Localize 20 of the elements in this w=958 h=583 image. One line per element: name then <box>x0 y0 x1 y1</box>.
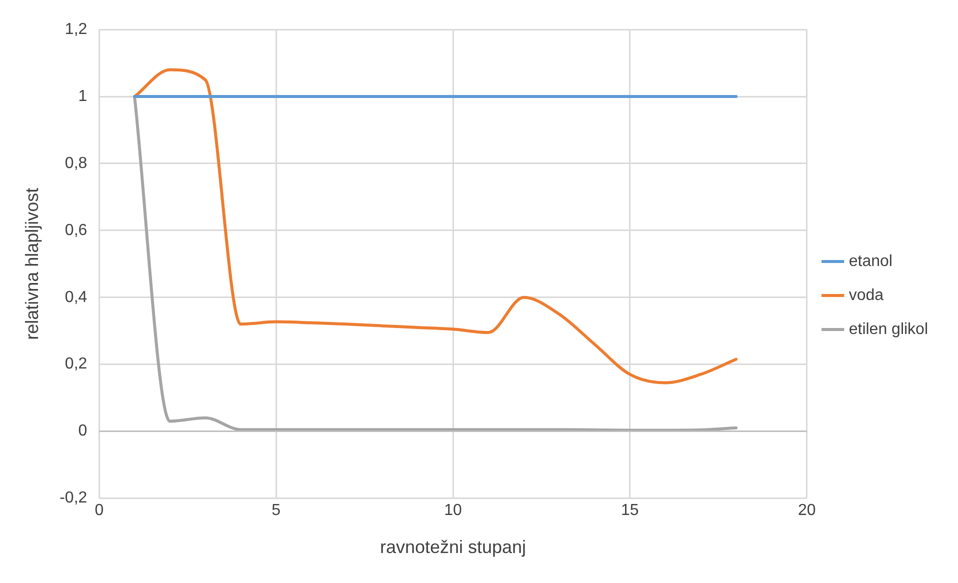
y-tick-label: 0 <box>78 422 88 440</box>
legend-label: voda <box>848 286 884 304</box>
x-axis-title: ravnotežni stupanj <box>380 537 526 558</box>
y-axis-title: relativna hlapljivost <box>22 188 42 340</box>
line-series <box>133 68 738 384</box>
x-tick-label: 15 <box>621 502 639 520</box>
y-tick-label: 0,6 <box>64 222 88 239</box>
y-tick-label: -0,2 <box>60 490 88 507</box>
y-tick-label: 1 <box>78 88 88 105</box>
y-tick-label: 0,4 <box>64 288 88 306</box>
x-tick-label: 20 <box>798 502 816 520</box>
x-tick-label: 0 <box>94 502 104 520</box>
legend-label: etanol <box>848 252 892 270</box>
x-tick-label: 10 <box>444 502 462 520</box>
y-tick-label: 1,2 <box>64 21 88 38</box>
line-series <box>133 95 738 432</box>
y-tick-label: 0,2 <box>64 356 88 373</box>
x-tick-label: 5 <box>272 502 281 520</box>
y-tick-label: 0,8 <box>64 154 88 172</box>
legend-label: etilen glikol <box>848 320 928 338</box>
